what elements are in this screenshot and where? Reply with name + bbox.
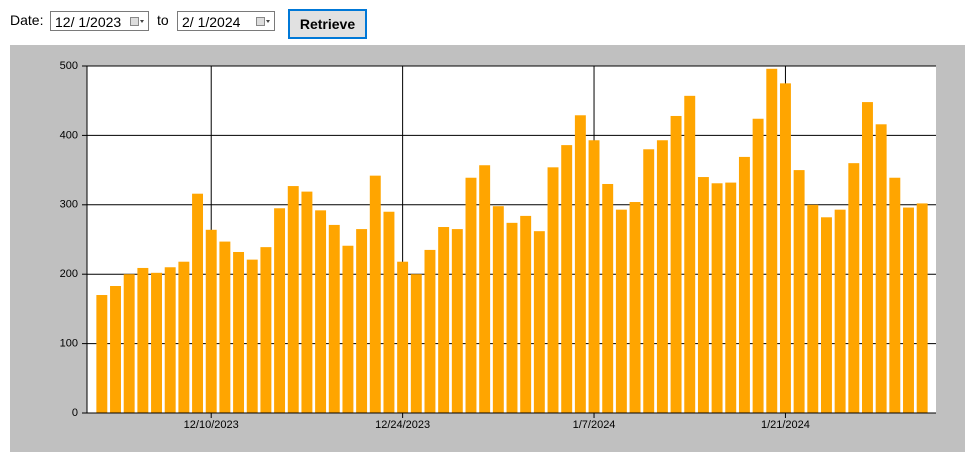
bar [862,102,873,413]
bar [889,177,901,413]
bar [766,68,778,413]
x-tick-label: 1/21/2024 [761,419,810,431]
bar [342,245,354,413]
bar [246,259,258,413]
y-tick-label: 400 [60,129,78,141]
y-tick-label: 200 [60,268,78,280]
bar [301,191,313,413]
bar [287,186,299,413]
bar [875,124,887,414]
bar [356,229,368,413]
bar [465,177,477,413]
bar [711,183,723,413]
bar [807,204,819,413]
bar [479,165,491,413]
bar [602,183,614,413]
bar [424,249,436,413]
bar [151,272,162,413]
bar [656,140,668,413]
bar [506,222,518,413]
y-tick-label: 100 [60,338,78,350]
bar [192,193,204,413]
retrieve-button[interactable]: Retrieve [288,9,367,39]
bar [164,267,176,413]
bar [137,267,149,413]
bar [328,224,340,413]
bar [725,182,737,413]
bar [848,163,860,413]
bar [629,202,641,413]
bar [315,210,327,413]
bar [834,209,846,413]
bar [547,167,559,413]
x-tick-label: 12/10/2023 [184,419,239,431]
bar [219,241,231,413]
dropdown-icon [256,17,270,26]
to-date: 2/ 1/2024 [182,14,241,30]
bar [96,295,108,413]
bar [615,209,627,413]
bar [274,208,286,413]
bar [916,203,928,413]
bar [410,274,422,413]
bar [670,115,682,413]
bar [123,274,135,413]
x-tick-label: 1/7/2024 [573,419,616,431]
chart-panel [10,45,965,452]
y-tick-label: 0 [72,407,78,419]
bar [451,229,463,413]
bar [684,95,696,413]
to-label: to [157,12,169,28]
bar [643,149,655,413]
bar [492,206,504,413]
date-label: Date: [10,12,44,28]
bar [738,156,750,413]
y-tick-label: 500 [60,60,78,72]
bar [438,227,450,413]
from-date: 12/ 1/2023 [55,14,122,30]
bar [369,175,381,413]
bar [110,285,121,413]
bar [779,83,791,413]
bar [588,140,600,413]
to-date-picker[interactable]: 2/ 1/2024 [177,11,275,31]
dropdown-icon [130,17,144,26]
plot-area [87,66,936,413]
bar [752,118,764,413]
bar [793,170,805,413]
bar [561,145,573,413]
from-date-picker[interactable]: 12/ 1/2023 [50,11,149,31]
bar [233,251,245,413]
bar [574,115,586,414]
bar [820,217,832,413]
bar [697,177,709,413]
y-tick-label: 300 [60,199,78,211]
bar [178,261,190,413]
x-tick-label: 12/24/2023 [375,419,430,431]
bar [205,229,217,413]
bar [520,215,532,413]
bar [903,207,914,413]
bar [533,231,545,413]
bar [383,211,395,413]
bar [397,261,409,413]
bar [260,247,272,413]
